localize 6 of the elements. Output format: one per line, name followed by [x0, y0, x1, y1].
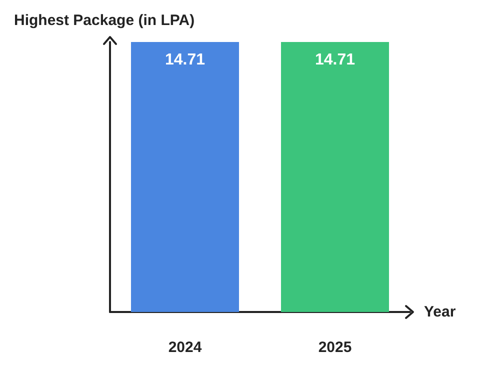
x-axis-title: Year	[424, 304, 456, 320]
x-tick-label: 2025	[318, 339, 352, 356]
x-tick-label: 2024	[168, 339, 202, 356]
y-axis-title: Highest Package (in LPA)	[14, 12, 195, 29]
data-label: 14.71	[314, 52, 356, 68]
data-label: 14.71	[164, 52, 206, 68]
